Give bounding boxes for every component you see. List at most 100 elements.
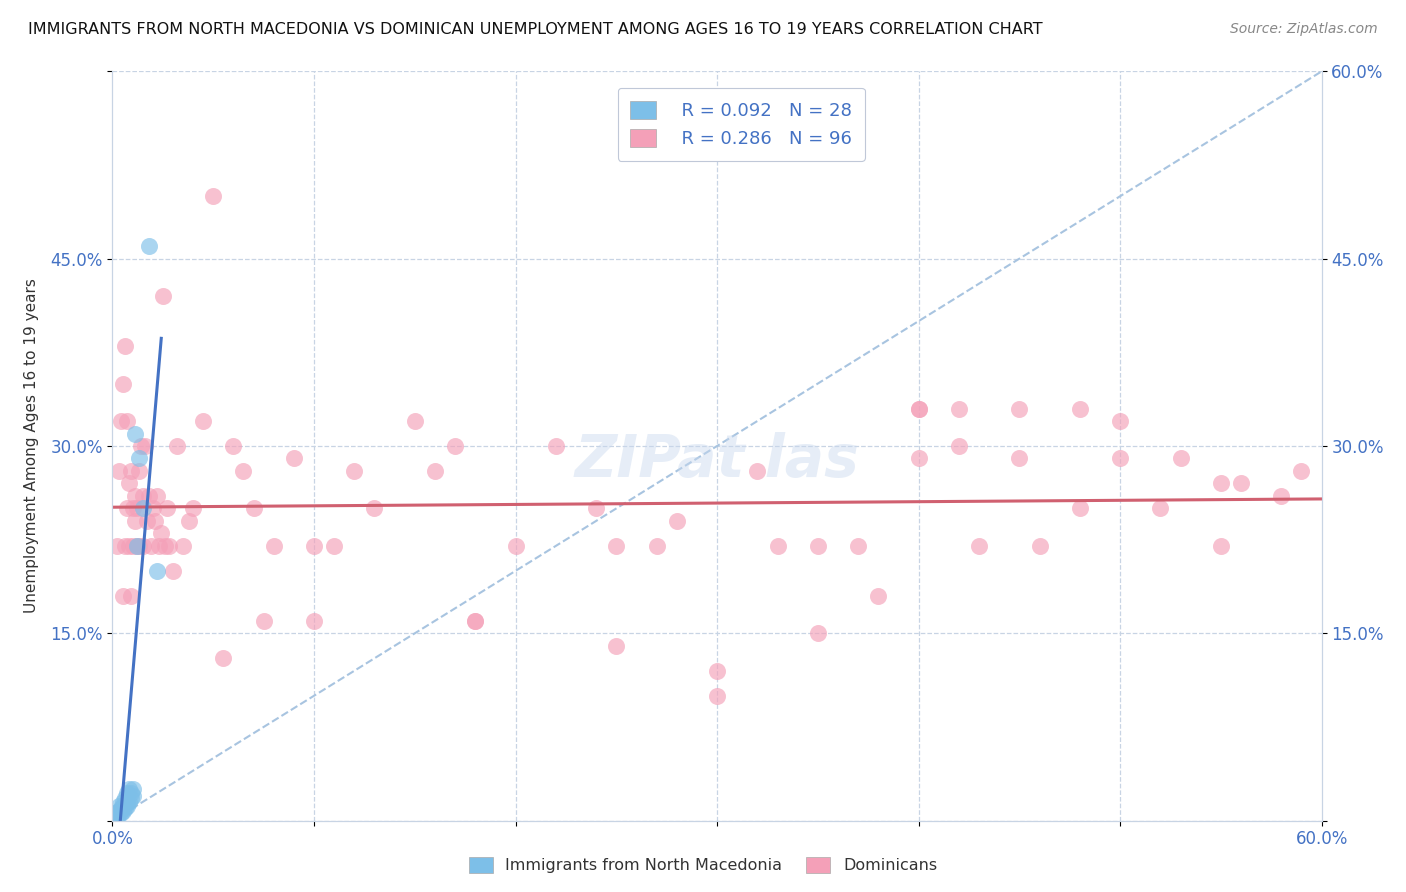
Point [134, 439, 156, 453]
Point [846, 539, 869, 553]
Point [120, 791, 142, 805]
Point [121, 782, 143, 797]
Point [807, 539, 830, 553]
Point [1209, 539, 1232, 553]
Point [1230, 476, 1253, 491]
Point [105, 805, 128, 819]
Point [1008, 401, 1031, 416]
Legend: Immigrants from North Macedonia, Dominicans: Immigrants from North Macedonia, Dominic… [463, 850, 943, 880]
Point [114, 801, 136, 815]
Point [177, 514, 200, 528]
Point [948, 401, 970, 416]
Point [302, 614, 325, 628]
Point [115, 501, 138, 516]
Point [605, 639, 627, 653]
Point [302, 539, 325, 553]
Point [111, 589, 134, 603]
Text: IMMIGRANTS FROM NORTH MACEDONIA VS DOMINICAN UNEMPLOYMENT AMONG AGES 16 TO 19 YE: IMMIGRANTS FROM NORTH MACEDONIA VS DOMIN… [28, 22, 1043, 37]
Point [1109, 451, 1132, 466]
Point [1028, 539, 1050, 553]
Point [138, 239, 160, 253]
Point [149, 526, 172, 541]
Point [1149, 501, 1171, 516]
Point [121, 789, 143, 803]
Point [139, 539, 162, 553]
Point [111, 376, 134, 391]
Point [121, 501, 143, 516]
Point [135, 514, 157, 528]
Point [907, 401, 929, 416]
Legend:   R = 0.092   N = 28,   R = 0.286   N = 96: R = 0.092 N = 28, R = 0.286 N = 96 [617, 88, 865, 161]
Point [107, 464, 129, 478]
Point [107, 798, 129, 813]
Point [128, 464, 150, 478]
Point [105, 810, 128, 824]
Point [967, 539, 990, 553]
Point [156, 501, 179, 516]
Point [1170, 451, 1192, 466]
Point [263, 539, 285, 553]
Point [423, 464, 446, 478]
Point [766, 539, 789, 553]
Point [585, 501, 607, 516]
Point [132, 539, 155, 553]
Point [323, 539, 346, 553]
Point [152, 289, 174, 303]
Point [114, 539, 136, 553]
Point [242, 501, 264, 516]
Point [115, 798, 138, 813]
Point [645, 539, 668, 553]
Point [807, 626, 830, 640]
Point [172, 539, 194, 553]
Point [117, 539, 139, 553]
Point [162, 564, 184, 578]
Point [948, 439, 970, 453]
Point [868, 589, 890, 603]
Point [404, 414, 426, 428]
Point [153, 539, 176, 553]
Point [1291, 464, 1313, 478]
Point [283, 451, 305, 466]
Point [222, 439, 245, 453]
Y-axis label: Unemployment Among Ages 16 to 19 years: Unemployment Among Ages 16 to 19 years [24, 278, 39, 614]
Point [132, 489, 155, 503]
Point [125, 539, 148, 553]
Point [115, 414, 138, 428]
Point [114, 791, 136, 805]
Point [103, 807, 125, 822]
Point [146, 564, 169, 578]
Point [143, 514, 166, 528]
Point [125, 539, 148, 553]
Point [142, 501, 165, 516]
Text: Source: ZipAtlas.com: Source: ZipAtlas.com [1230, 22, 1378, 37]
Point [343, 464, 366, 478]
Point [120, 589, 142, 603]
Point [115, 795, 138, 809]
Point [253, 614, 276, 628]
Point [125, 501, 148, 516]
Point [181, 501, 204, 516]
Point [111, 798, 134, 813]
Point [111, 804, 134, 818]
Point [124, 426, 146, 441]
Point [464, 614, 486, 628]
Point [747, 464, 769, 478]
Point [157, 539, 180, 553]
Point [138, 489, 160, 503]
Point [117, 782, 139, 797]
Point [907, 401, 929, 416]
Point [128, 539, 150, 553]
Point [665, 514, 688, 528]
Point [129, 439, 152, 453]
Point [148, 539, 170, 553]
Point [232, 464, 254, 478]
Point [146, 489, 169, 503]
Point [464, 614, 486, 628]
Point [605, 539, 627, 553]
Point [706, 664, 728, 678]
Point [117, 795, 139, 809]
Point [114, 339, 136, 353]
Point [120, 464, 142, 478]
Point [212, 651, 235, 665]
Point [1069, 401, 1091, 416]
